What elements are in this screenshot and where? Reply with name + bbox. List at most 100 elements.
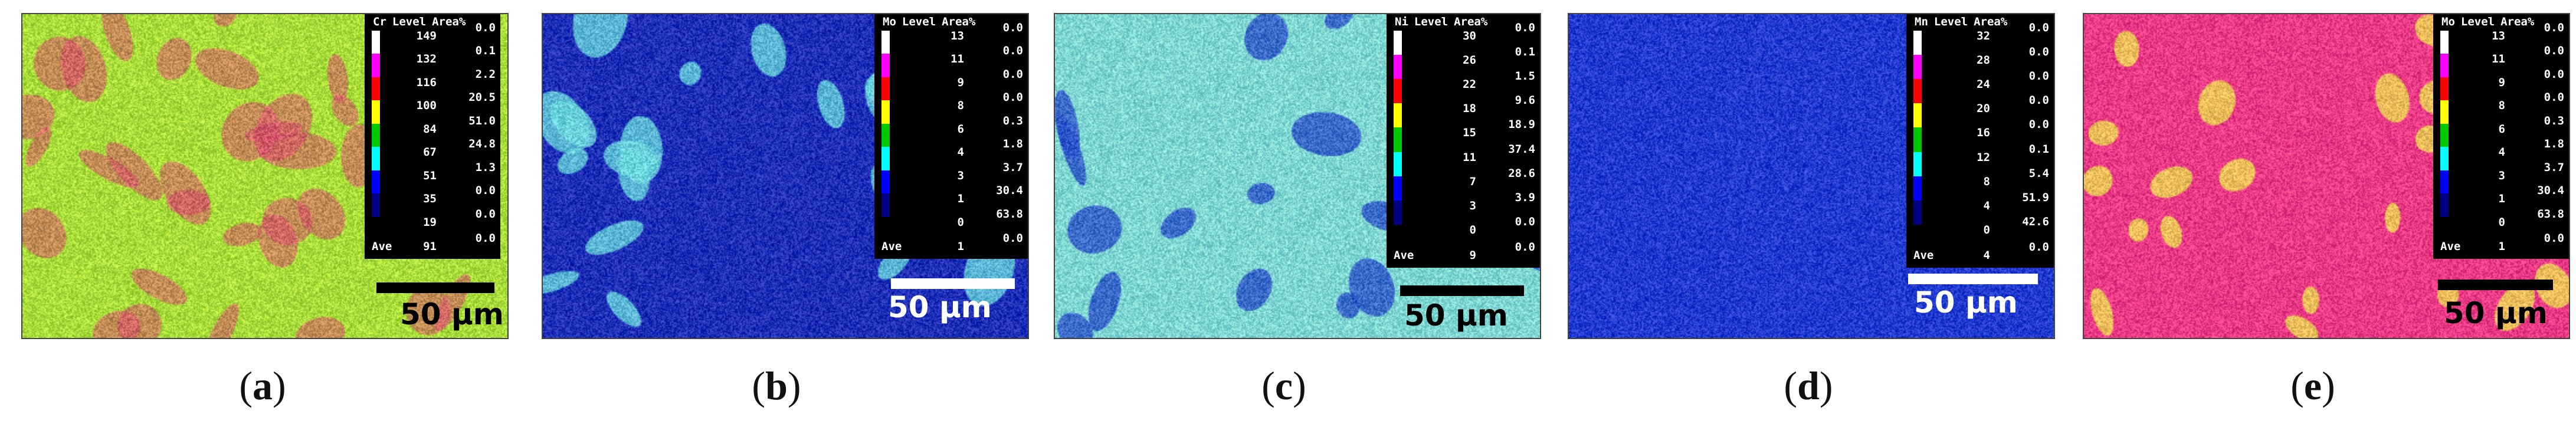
color-swatch (372, 193, 380, 217)
color-swatch (2440, 100, 2449, 124)
color-swatch (1394, 176, 1402, 201)
legend-row: 24 0.0 (1906, 71, 2054, 104)
level-value: 15 (1463, 126, 1476, 140)
color-swatch (1394, 152, 1402, 176)
legend-row: 100 20.5 (365, 92, 500, 124)
color-swatch (1913, 152, 1922, 176)
area-percent: 28.6 (1508, 166, 1535, 180)
level-value: 8 (2498, 99, 2505, 113)
legend-row: 13 0.0 (2433, 22, 2569, 54)
area-percent: 0.1 (475, 44, 496, 58)
legend-header-1: Level (2460, 15, 2495, 28)
legend-row: 67 24.8 (365, 139, 500, 170)
level-value: 20 (1977, 102, 1990, 116)
legend-row: 0 0.0 (1387, 216, 1540, 241)
ave-label: Ave (372, 240, 392, 253)
panel-caption-d: (d) (1784, 363, 1833, 408)
level-value: 84 (423, 122, 437, 136)
color-swatch (372, 54, 380, 77)
color-swatch (1913, 176, 1922, 201)
color-swatch (2440, 193, 2449, 217)
color-swatch (372, 123, 380, 147)
caption-letter: a (253, 363, 273, 408)
legend-header-1: Level (1933, 15, 1968, 28)
color-swatch (1913, 79, 1922, 104)
area-percent: 0.0 (2028, 94, 2049, 107)
level-value: 16 (1977, 126, 1990, 140)
ave-level: 91 (423, 240, 437, 253)
legend-ave-row: Ave 91 0.0 (365, 233, 500, 258)
color-swatch (1394, 55, 1402, 80)
element-map-panel-a: Cr Level Area% 149 0.0 132 0.1 116 2.2 100 20.5 84 5… (21, 13, 509, 339)
color-swatch (881, 193, 890, 217)
color-level-legend: Mo Level Area% 13 0.0 11 0.0 9 0.0 8 0.0 6 0.3 4 1.8 3 3… (874, 14, 1028, 259)
color-swatch (881, 123, 890, 147)
panel-caption-a: (a) (239, 363, 286, 408)
legend-header-1: Level (1414, 15, 1448, 28)
legend-row: 26 0.1 (1387, 47, 1540, 80)
ave-label: Ave (2440, 240, 2461, 253)
level-value: 3 (957, 169, 964, 182)
legend-header: Mn Level Area% (1915, 17, 2013, 28)
ave-level: 9 (1469, 249, 1476, 262)
legend-row: 6 0.3 (874, 115, 1028, 147)
level-value: 132 (416, 52, 437, 66)
legend-header-0: Mn (1915, 15, 1928, 28)
color-swatch (372, 170, 380, 194)
area-percent: 3.7 (2544, 160, 2564, 174)
legend-row: 4 51.9 (1906, 192, 2054, 225)
color-swatch (1913, 55, 1922, 80)
level-value: 3 (2498, 169, 2505, 182)
legend-row: 12 0.1 (1906, 143, 2054, 176)
level-value: 13 (2492, 29, 2505, 42)
ave-area: 0.0 (1515, 241, 1535, 254)
legend-row: 51 1.3 (365, 162, 500, 194)
area-percent: 30.4 (2537, 184, 2564, 198)
legend-header-2: Area% (1454, 15, 1488, 28)
area-percent: 1.8 (2544, 137, 2564, 151)
legend-header: Cr Level Area% (373, 17, 471, 28)
level-value: 19 (423, 215, 437, 229)
area-percent: 63.8 (996, 207, 1023, 221)
color-swatch (2440, 31, 2449, 54)
caption-letter: e (2303, 363, 2322, 408)
legend-header-2: Area% (942, 15, 976, 28)
color-swatch (1913, 31, 1922, 55)
legend-row: 8 0.0 (2433, 92, 2569, 124)
legend-row: 13 0.0 (874, 22, 1028, 54)
ave-area: 0.0 (1002, 232, 1023, 245)
area-percent: 0.0 (2028, 45, 2049, 59)
scale-bar (1908, 274, 2038, 284)
level-value: 4 (2498, 146, 2505, 159)
scale-bar-label: 50 µm (1404, 298, 1508, 333)
color-level-legend: Ni Level Area% 30 0.0 26 0.1 22 1.5 18 9.6 15 18.9 11… (1387, 14, 1540, 268)
legend-row: 116 2.2 (365, 68, 500, 101)
area-percent: 0.0 (2544, 67, 2564, 81)
area-percent: 0.1 (2028, 142, 2049, 156)
legend-row: 3 3.7 (874, 162, 1028, 194)
color-swatch (881, 77, 890, 101)
level-value: 28 (1977, 54, 1990, 67)
ave-label: Ave (1913, 249, 1934, 262)
legend-header-0: Cr (373, 15, 386, 28)
color-swatch (1394, 31, 1402, 55)
level-value: 4 (957, 146, 964, 159)
color-swatch (372, 31, 380, 54)
level-value: 116 (416, 75, 437, 89)
color-swatch (1394, 200, 1402, 225)
area-percent: 37.4 (1508, 142, 1535, 156)
area-percent: 1.8 (1002, 137, 1023, 151)
panel-caption-c: (c) (1261, 363, 1306, 408)
scale-bar-label: 50 µm (400, 297, 504, 331)
level-value: 9 (2498, 75, 2505, 89)
level-value: 4 (1983, 199, 1990, 212)
ave-area: 0.0 (475, 232, 496, 245)
legend-row: 149 0.0 (365, 22, 500, 54)
area-percent: 0.0 (475, 184, 496, 198)
legend-row: 0 63.8 (2433, 208, 2569, 234)
area-percent: 9.6 (1515, 94, 1535, 107)
level-value: 67 (423, 146, 437, 159)
ave-label: Ave (881, 240, 902, 253)
level-value: 6 (957, 122, 964, 136)
color-swatch (1394, 127, 1402, 152)
